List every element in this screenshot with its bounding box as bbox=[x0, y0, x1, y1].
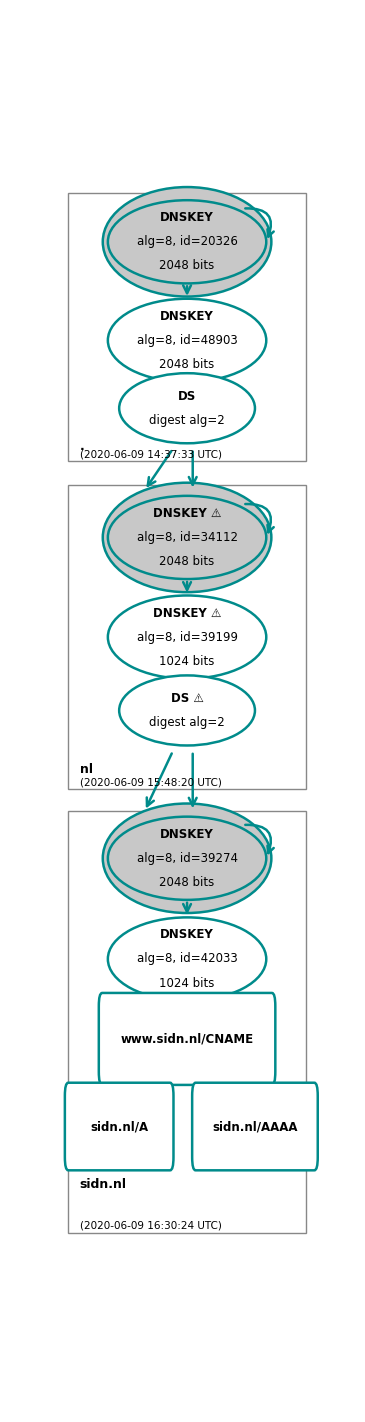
Text: DNSKEY: DNSKEY bbox=[160, 929, 214, 941]
Text: 2048 bits: 2048 bits bbox=[160, 555, 215, 567]
Text: DNSKEY: DNSKEY bbox=[160, 828, 214, 840]
Text: DS: DS bbox=[178, 390, 196, 402]
Text: DNSKEY ⚠️: DNSKEY ⚠️ bbox=[153, 506, 221, 520]
Text: (2020-06-09 16:30:24 UTC): (2020-06-09 16:30:24 UTC) bbox=[80, 1220, 222, 1230]
Text: DNSKEY: DNSKEY bbox=[160, 212, 214, 225]
Text: alg=8, id=39199: alg=8, id=39199 bbox=[137, 630, 238, 644]
Text: alg=8, id=34112: alg=8, id=34112 bbox=[137, 530, 238, 545]
Ellipse shape bbox=[108, 496, 266, 579]
Ellipse shape bbox=[103, 188, 271, 297]
Bar bbox=[68, 485, 306, 789]
Ellipse shape bbox=[108, 917, 266, 1001]
FancyBboxPatch shape bbox=[65, 1082, 173, 1170]
Text: nl: nl bbox=[80, 764, 93, 776]
Bar bbox=[68, 811, 306, 1233]
FancyBboxPatch shape bbox=[99, 993, 275, 1085]
Text: DNSKEY: DNSKEY bbox=[160, 310, 214, 323]
Ellipse shape bbox=[119, 373, 255, 444]
Ellipse shape bbox=[103, 482, 271, 592]
Text: alg=8, id=20326: alg=8, id=20326 bbox=[137, 235, 238, 249]
FancyBboxPatch shape bbox=[192, 1082, 318, 1170]
Text: .: . bbox=[80, 441, 84, 454]
Text: (2020-06-09 14:37:33 UTC): (2020-06-09 14:37:33 UTC) bbox=[80, 449, 222, 459]
Text: DNSKEY ⚠️: DNSKEY ⚠️ bbox=[153, 607, 221, 620]
Text: 1024 bits: 1024 bits bbox=[160, 977, 215, 990]
Text: 2048 bits: 2048 bits bbox=[160, 876, 215, 889]
Text: sidn.nl: sidn.nl bbox=[80, 1177, 127, 1192]
Text: sidn.nl/A: sidn.nl/A bbox=[90, 1121, 148, 1133]
Ellipse shape bbox=[103, 803, 271, 913]
Text: digest alg=2: digest alg=2 bbox=[149, 414, 225, 427]
Text: sidn.nl/AAAA: sidn.nl/AAAA bbox=[212, 1121, 298, 1133]
Text: DS ⚠️: DS ⚠️ bbox=[170, 693, 204, 705]
Ellipse shape bbox=[108, 596, 266, 678]
Ellipse shape bbox=[108, 816, 266, 900]
Text: alg=8, id=39274: alg=8, id=39274 bbox=[137, 852, 238, 865]
Ellipse shape bbox=[108, 299, 266, 383]
Text: 2048 bits: 2048 bits bbox=[160, 358, 215, 371]
Text: alg=8, id=48903: alg=8, id=48903 bbox=[137, 334, 238, 347]
Bar bbox=[68, 192, 306, 461]
Text: www.sidn.nl/CNAME: www.sidn.nl/CNAME bbox=[120, 1032, 254, 1045]
Text: 2048 bits: 2048 bits bbox=[160, 259, 215, 273]
Ellipse shape bbox=[119, 675, 255, 745]
Text: 1024 bits: 1024 bits bbox=[160, 654, 215, 668]
Ellipse shape bbox=[108, 201, 266, 283]
Text: alg=8, id=42033: alg=8, id=42033 bbox=[137, 953, 238, 966]
Text: (2020-06-09 15:48:20 UTC): (2020-06-09 15:48:20 UTC) bbox=[80, 776, 222, 788]
Text: digest alg=2: digest alg=2 bbox=[149, 717, 225, 729]
